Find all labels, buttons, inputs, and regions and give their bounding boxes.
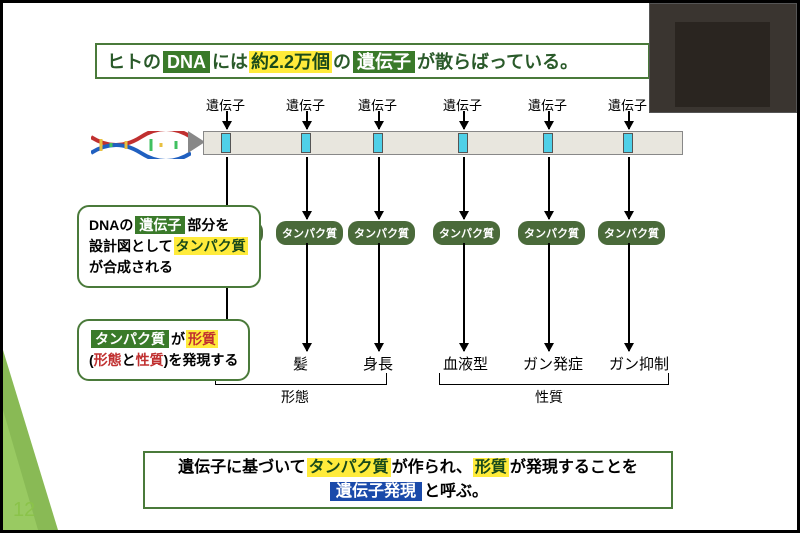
arrow-down-icon [548, 243, 550, 351]
trait-category-label: 形態 [281, 387, 309, 407]
trait-label: ガン抑制 [609, 353, 669, 374]
dna-bar [203, 131, 683, 155]
arrow-down-icon [463, 111, 465, 129]
arrow-down-icon [378, 157, 380, 219]
trait-bracket [439, 373, 669, 385]
trait-label: 髪 [293, 353, 308, 374]
trait-label: 血液型 [443, 353, 488, 374]
trait-label: ガン発症 [523, 353, 583, 374]
trait-category-label: 性質 [535, 387, 563, 407]
arrow-down-icon [628, 157, 630, 219]
arrow-down-icon [378, 243, 380, 351]
side-box-2: タンパク質が形質 (形態と性質)を発現する [77, 319, 250, 381]
title-box: ヒトのDNAには約2.2万個の遺伝子が散らばっている。 [95, 43, 650, 79]
gene-segment [623, 133, 633, 153]
arrow-down-icon [628, 111, 630, 129]
arrow-down-icon [463, 243, 465, 351]
trait-label: 身長 [363, 353, 393, 374]
arrow-down-icon [306, 243, 308, 351]
protein-bubble: タンパク質 [276, 221, 343, 245]
title-text: ヒトのDNAには約2.2万個の遺伝子が散らばっている。 [107, 48, 578, 74]
gene-segment [301, 133, 311, 153]
side-box-1: DNAの遺伝子部分を 設計図としてタンパク質 が合成される [77, 205, 261, 288]
arrow-down-icon [548, 157, 550, 219]
arrow-down-icon [548, 111, 550, 129]
arrow-down-icon [226, 111, 228, 129]
arrow-down-icon [628, 243, 630, 351]
protein-bubble: タンパク質 [598, 221, 665, 245]
page-number: 12 [13, 499, 35, 522]
gene-segment [373, 133, 383, 153]
gene-segment [458, 133, 468, 153]
bottom-summary-box: 遺伝子に基づいてタンパク質が作られ、形質が発現することを 遺伝子発現と呼ぶ。 [143, 451, 673, 509]
webcam-thumbnail [649, 3, 797, 113]
arrow-down-icon [463, 157, 465, 219]
protein-bubble: タンパク質 [433, 221, 500, 245]
dna-helix-icon [91, 131, 191, 159]
gene-segment [221, 133, 231, 153]
arrow-down-icon [378, 111, 380, 129]
arrow-down-icon [306, 111, 308, 129]
protein-bubble: タンパク質 [518, 221, 585, 245]
gene-segment [543, 133, 553, 153]
arrow-down-icon [306, 157, 308, 219]
protein-bubble: タンパク質 [348, 221, 415, 245]
